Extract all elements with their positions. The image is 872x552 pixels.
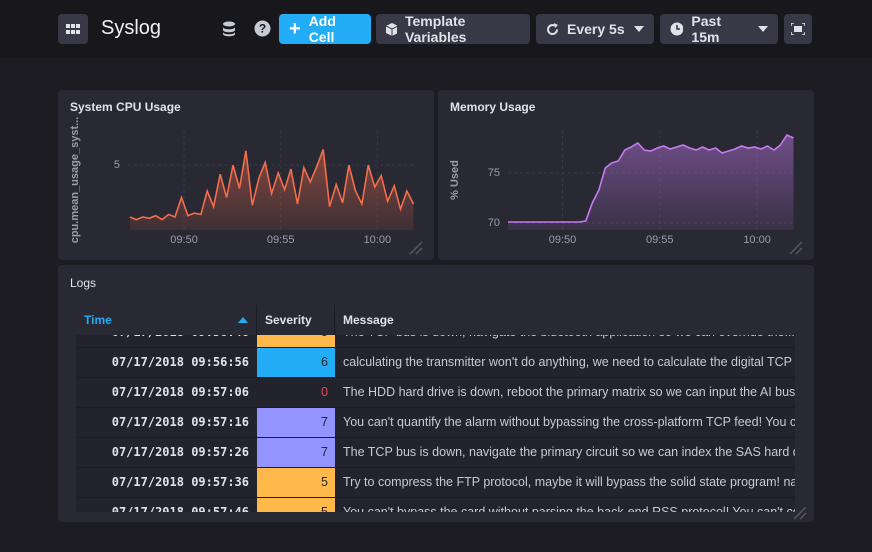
dashboard-title: Syslog: [101, 17, 161, 40]
x-tick-label: 10:00: [743, 234, 771, 246]
log-row: 07/17/2018 09:57:46 5 You can't bypass the…: [76, 498, 795, 512]
time-cell: 07/17/2018 09:57:26: [76, 438, 249, 467]
caret: [634, 26, 644, 32]
database-icon[interactable]: [221, 21, 237, 37]
sort-arrow: [238, 317, 248, 323]
header: Syslog ? +Add Cell Template Variables Ev…: [0, 0, 872, 58]
time-range-label: Past 15m: [691, 13, 750, 45]
column-header[interactable]: Message: [335, 305, 795, 335]
log-row: 07/17/2018 09:56:46 5 The TCP bus is down,…: [76, 335, 795, 348]
y-axis-label: % Used: [449, 160, 461, 200]
add-cell-button[interactable]: +Add Cell: [279, 14, 371, 44]
log-row: 07/17/2018 09:57:36 5 Try to compress the …: [76, 468, 795, 498]
grid-icon: [66, 24, 80, 34]
refresh-label: Every 5s: [567, 21, 625, 37]
y-tick-label: 75: [488, 167, 500, 179]
add-cell-label: Add Cell: [309, 13, 361, 45]
message-cell: calculating the transmitter won't do any…: [343, 348, 795, 377]
chart: cpu.mean_usage_syst... 5 09:50 09:55 10:00: [58, 90, 434, 260]
y-tick-label: 5: [114, 159, 120, 171]
message-cell: The TCP bus is down, navigate the blueto…: [343, 335, 795, 347]
time-cell: 07/17/2018 09:57:36: [76, 468, 249, 497]
menu-button[interactable]: [58, 14, 88, 44]
svg-text:?: ?: [259, 22, 266, 36]
time-cell: 07/17/2018 09:57:16: [76, 408, 249, 437]
resize-handle: [410, 242, 422, 254]
message-cell: The HDD hard drive is down, reboot the p…: [343, 378, 795, 407]
x-tick-label: 09:50: [170, 234, 198, 246]
clock-icon: [670, 22, 683, 36]
severity-cell: 5: [257, 335, 335, 347]
log-row: 07/17/2018 09:57:06 0 The HDD hard drive i…: [76, 378, 795, 408]
message-cell: You can't bypass the card without parsin…: [343, 498, 795, 512]
y-tick-label: 70: [488, 217, 500, 229]
severity-cell: 5: [257, 468, 335, 497]
time-cell: 07/17/2018 09:56:56: [76, 348, 249, 377]
logs-table: Time Severity Message 07/17/2018 09:56:4…: [76, 305, 795, 512]
message-cell: The TCP bus is down, navigate the primar…: [343, 438, 795, 467]
template-variables-label: Template Variables: [405, 13, 520, 45]
time-range-button[interactable]: Past 15m: [660, 14, 778, 44]
y-axis-label: cpu.mean_usage_syst...: [69, 117, 81, 244]
logs-panel: Logs Time Severity Message 07/17/2018 09…: [58, 265, 814, 522]
help-icon[interactable]: ?: [254, 20, 271, 37]
cube-icon: [386, 23, 397, 36]
log-row: 07/17/2018 09:56:56 6 calculating the tran…: [76, 348, 795, 378]
area: [130, 150, 414, 231]
severity-cell: 6: [257, 348, 335, 377]
x-tick-label: 09:55: [646, 234, 674, 246]
message-cell: Try to compress the FTP protocol, maybe …: [343, 468, 795, 497]
refresh-button[interactable]: Every 5s: [536, 14, 654, 44]
log-row: 07/17/2018 09:57:16 7 You can't quantify t…: [76, 408, 795, 438]
area: [508, 135, 794, 230]
panel-title: Logs: [70, 276, 96, 290]
severity-cell: 5: [257, 498, 335, 512]
column-header[interactable]: Severity: [257, 305, 335, 335]
time-cell: 07/17/2018 09:57:46: [76, 498, 249, 512]
cpu-panel: System CPU Usage cpu.mean_usage_syst...5…: [58, 90, 434, 260]
x-tick-label: 10:00: [364, 234, 392, 246]
severity-cell: 7: [257, 438, 335, 467]
x-tick-label: 09:50: [549, 234, 577, 246]
chart: % Used 70 75 09:50 09:55 10:00: [438, 90, 814, 260]
x-tick-label: 09:55: [267, 234, 295, 246]
resize-handle: [790, 242, 802, 254]
message-cell: You can't quantify the alarm without byp…: [343, 408, 795, 437]
column-header[interactable]: Time: [76, 305, 257, 335]
refresh-icon: [546, 23, 559, 36]
caret: [758, 26, 768, 32]
template-variables-button[interactable]: Template Variables: [376, 14, 530, 44]
severity-cell: 7: [257, 408, 335, 437]
table-body: 07/17/2018 09:56:46 5 The TCP bus is down,…: [76, 335, 795, 512]
memory-panel: Memory Usage % Used707509:5009:5510:00: [438, 90, 814, 260]
time-cell: 07/17/2018 09:57:06: [76, 378, 249, 407]
fullscreen-icon: [791, 23, 805, 35]
time-cell: 07/17/2018 09:56:46: [76, 335, 249, 347]
resize-handle[interactable]: [794, 507, 808, 521]
fullscreen-button[interactable]: [784, 14, 812, 44]
log-row: 07/17/2018 09:57:26 7 The TCP bus is down,…: [76, 438, 795, 468]
severity-cell: 0: [257, 378, 335, 407]
header-text: Time: [84, 313, 112, 327]
